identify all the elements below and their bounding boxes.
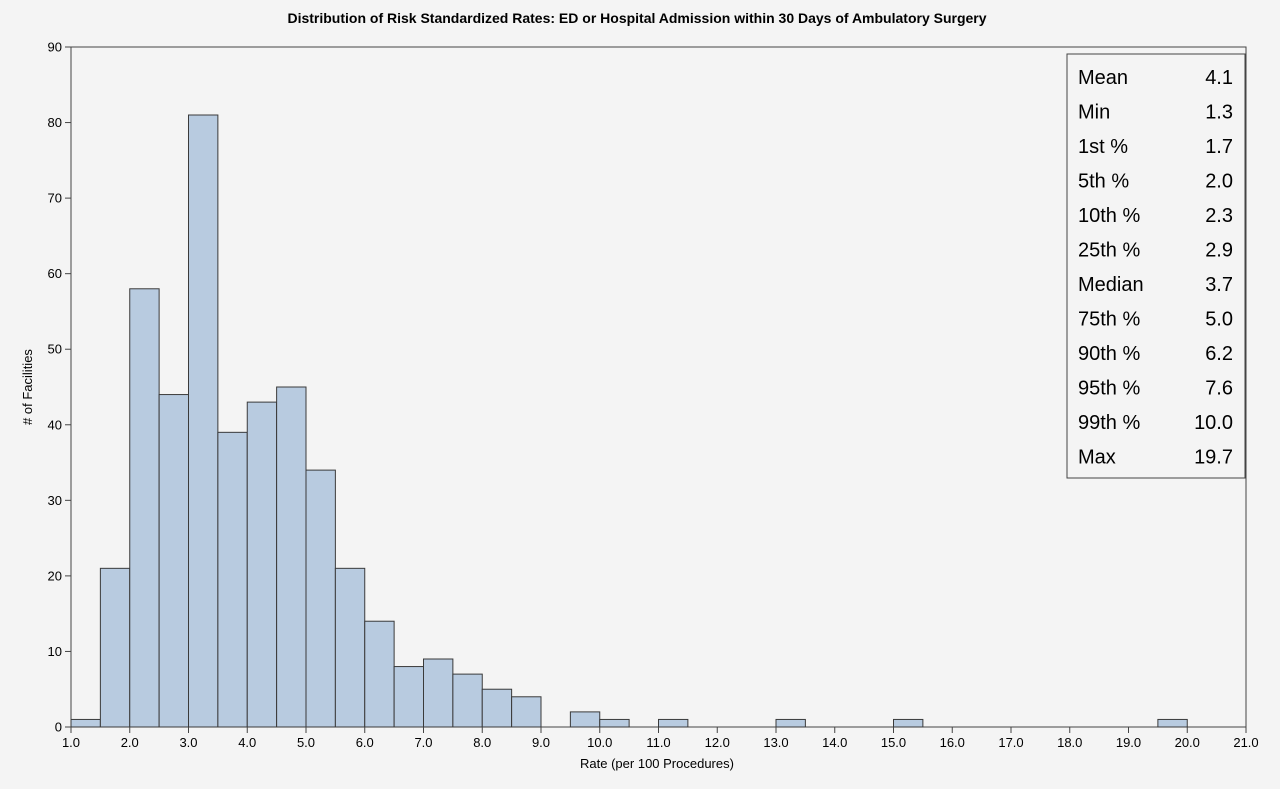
- stat-value: 2.0: [1205, 171, 1233, 193]
- y-axis: 0 10 20 30 40 50 60 70 80 90: [48, 40, 71, 735]
- x-tick-label: 1.0: [62, 735, 80, 750]
- x-tick-label: 4.0: [238, 735, 256, 750]
- histogram-bar-9: [334, 567, 366, 728]
- histogram-bar-1: [99, 567, 131, 728]
- stat-label: 5th %: [1078, 171, 1129, 193]
- x-tick-label: 10.0: [587, 735, 612, 750]
- chart-title: Distribution of Risk Standardized Rates:…: [287, 10, 986, 26]
- stat-label: 75th %: [1078, 309, 1140, 331]
- stat-label: 95th %: [1078, 378, 1140, 400]
- x-tick-label: 19.0: [1116, 735, 1141, 750]
- x-tick-label: 18.0: [1057, 735, 1082, 750]
- stat-value: 7.6: [1205, 378, 1233, 400]
- bars-group: [70, 114, 1188, 728]
- x-tick-label: 11.0: [646, 735, 670, 750]
- x-tick-label: 6.0: [356, 735, 374, 750]
- stat-label: 10th %: [1078, 205, 1140, 227]
- x-tick-label: 13.0: [763, 735, 788, 750]
- histogram-bar-0: [70, 718, 101, 728]
- stat-value: 2.3: [1205, 205, 1233, 227]
- y-tick-label: 70: [48, 191, 62, 206]
- histogram-bar-5: [217, 431, 248, 728]
- histogram-bar-2: [129, 288, 160, 728]
- y-tick-label: 80: [48, 115, 62, 130]
- histogram-bar-11: [393, 666, 424, 728]
- stat-label: Max: [1078, 447, 1116, 469]
- x-axis-label: Rate (per 100 Procedures): [580, 756, 734, 771]
- y-axis-label: # of Facilities: [20, 349, 35, 425]
- x-tick-label: 17.0: [998, 735, 1023, 750]
- histogram-bar-12: [423, 658, 454, 728]
- x-tick-label: 2.0: [121, 735, 139, 750]
- x-tick-label: 15.0: [881, 735, 906, 750]
- x-tick-label: 8.0: [473, 735, 491, 750]
- y-tick-label: 20: [48, 568, 62, 583]
- stat-label: Min: [1078, 102, 1110, 124]
- y-tick-label: 40: [48, 417, 62, 432]
- stat-value: 1.3: [1205, 102, 1233, 124]
- stat-value: 3.7: [1205, 274, 1233, 296]
- histogram-bar-3: [158, 394, 189, 728]
- stat-label: Median: [1078, 274, 1144, 296]
- histogram-bar-17: [599, 718, 630, 728]
- x-tick-label: 20.0: [1175, 735, 1200, 750]
- x-tick-label: 16.0: [940, 735, 965, 750]
- x-tick-label: 9.0: [532, 735, 550, 750]
- stat-value: 5.0: [1205, 309, 1233, 331]
- histogram-bar-10: [364, 620, 395, 728]
- stat-label: Mean: [1078, 67, 1128, 89]
- histogram-bar-8: [305, 469, 336, 728]
- histogram-bar-14: [481, 688, 513, 728]
- x-tick-label: 3.0: [179, 735, 197, 750]
- stat-value: 10.0: [1194, 412, 1233, 434]
- stat-value: 1.7: [1205, 136, 1233, 158]
- histogram-bar-4: [188, 114, 219, 728]
- stat-value: 2.9: [1205, 240, 1233, 262]
- stat-label: 1st %: [1078, 136, 1128, 158]
- y-tick-label: 30: [48, 493, 62, 508]
- y-tick-label: 50: [48, 342, 62, 357]
- histogram-bar-15: [511, 696, 542, 728]
- stat-value: 4.1: [1205, 67, 1233, 89]
- stat-value: 19.7: [1194, 447, 1233, 469]
- x-tick-label: 12.0: [705, 735, 730, 750]
- histogram-bar-18: [658, 718, 689, 728]
- x-axis: 1.0 2.0 3.0 4.0 5.0 6.0 7.0 8.0 9.0 10.0 11.0 12.0 1…: [62, 727, 1259, 750]
- histogram-bar-20: [893, 718, 924, 728]
- y-tick-label: 60: [48, 266, 62, 281]
- stats-legend: Mean 4.1 Min 1.3 1st % 1.7 5th % 2.0 10th % 2.3 25…: [1066, 53, 1246, 479]
- x-tick-label: 5.0: [297, 735, 315, 750]
- stat-label: 25th %: [1078, 240, 1140, 262]
- y-tick-label: 90: [48, 40, 62, 55]
- stat-label: 90th %: [1078, 343, 1140, 365]
- histogram-bar-7: [276, 386, 307, 728]
- histogram-bar-19: [775, 718, 806, 728]
- x-tick-label: 14.0: [822, 735, 847, 750]
- x-tick-label: 21.0: [1233, 735, 1258, 750]
- y-tick-label: 10: [48, 644, 62, 659]
- y-tick-label: 0: [55, 720, 62, 735]
- x-tick-label: 7.0: [414, 735, 432, 750]
- histogram-bar-21: [1157, 718, 1188, 728]
- histogram-bar-6: [246, 401, 278, 728]
- stat-label: 99th %: [1078, 412, 1140, 434]
- histogram-bar-16: [569, 711, 601, 728]
- stat-value: 6.2: [1205, 343, 1233, 365]
- histogram-bar-13: [452, 673, 483, 728]
- stats-box-frame: [1066, 53, 1246, 479]
